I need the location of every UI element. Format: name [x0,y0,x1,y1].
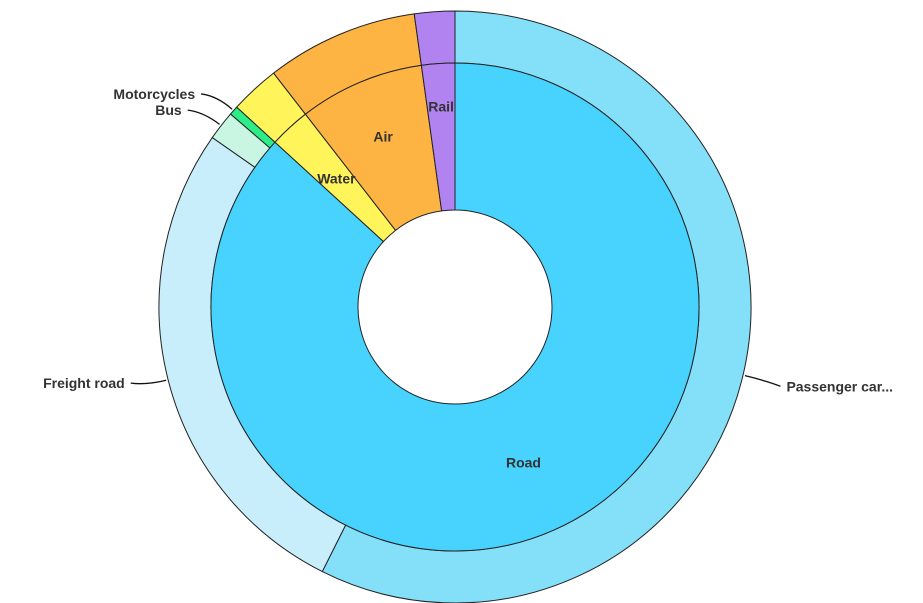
inner-label-water: Water [317,170,356,186]
outer-label-passenger-car: Passenger car... [786,378,893,394]
inner-label-rail: Rail [428,98,454,114]
slice-labels: Road Water Air Rail Passenger car... Freight … [43,86,893,471]
inner-ring [210,62,700,552]
outer-slice-segment-6[interactable] [413,10,456,66]
outer-label-freight-road: Freight road [43,375,125,391]
leader-line-freight-road [130,379,167,385]
leader-line-motorcycles [201,93,233,110]
inner-label-air: Air [373,129,393,145]
inner-slice-road[interactable] [210,62,700,552]
outer-label-motorcycles: Motorcycles [113,86,195,102]
inner-label-road: Road [506,455,541,471]
leader-line-passenger-car [744,375,781,387]
leader-lines [130,93,781,387]
leader-line-bus [187,109,220,125]
outer-label-bus: Bus [155,102,182,118]
outer-ring [158,10,752,603]
inner-slice-rail[interactable] [420,62,456,212]
